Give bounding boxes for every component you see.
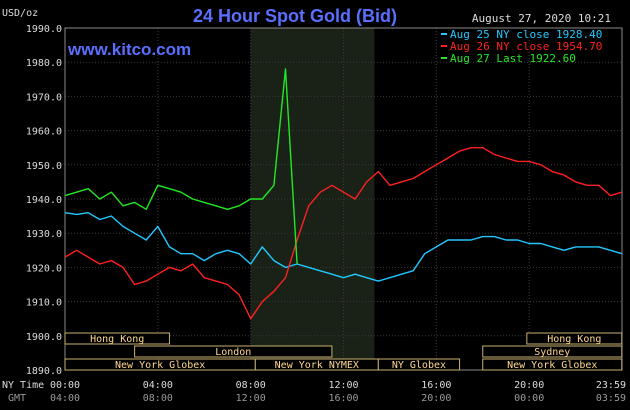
y-tick-label: 1980.0: [26, 58, 62, 69]
chart-title: 24 Hour Spot Gold (Bid): [193, 6, 397, 26]
y-tick-label: 1900.0: [26, 332, 62, 343]
legend-swatch: [441, 33, 447, 35]
y-tick-label: 1960.0: [26, 127, 62, 138]
x-tick-label-gmt: 16:00: [328, 393, 358, 404]
session-bar: [482, 358, 623, 371]
x-tick-label-ny: 16:00: [421, 380, 451, 391]
session-label: Sydney: [534, 347, 570, 358]
grid: [65, 27, 622, 371]
session-bar: [482, 345, 623, 358]
y-tick-label: 1920.0: [26, 263, 62, 274]
x-tick-label-ny: 08:00: [236, 380, 266, 391]
series-line: [64, 212, 623, 282]
session-bar: [64, 332, 170, 345]
y-tick-label: 1950.0: [26, 161, 62, 172]
x-tick-label-gmt: 03:59: [596, 393, 626, 404]
y-tick-label: 1970.0: [26, 92, 62, 103]
x-tz-label-ny: NY Time: [2, 380, 44, 391]
y-tick-label: 1890.0: [26, 366, 62, 377]
legend-entry: Aug 25 NY close 1928.40: [450, 28, 602, 41]
session-bar: [526, 332, 623, 345]
y-axis-label: USD/oz: [2, 8, 38, 19]
session-label: Hong Kong: [90, 334, 144, 345]
legend-entry: Aug 26 NY close 1954.70: [450, 40, 602, 53]
session-label: New York NYMEX: [275, 360, 359, 371]
series-lines: [64, 68, 623, 320]
legend-swatch: [441, 57, 447, 59]
session-bar: [377, 358, 461, 371]
x-tick-label-ny: 23:59: [596, 380, 626, 391]
session-label: NY Globex: [392, 360, 446, 371]
session-label: London: [215, 347, 251, 358]
session-label: New York Globex: [507, 360, 597, 371]
x-axis-ticks: 00:00 04:00 04:00 08:00 08:00 12:00 12:00 16:00…: [50, 380, 626, 404]
watermark-url: www.kitco.com: [67, 40, 191, 59]
series-line: [64, 68, 298, 265]
x-tick-label-gmt: 00:00: [514, 393, 544, 404]
x-tick-label-gmt: 08:00: [143, 393, 173, 404]
timestamp: August 27, 2020 10:21: [472, 12, 611, 25]
session-bar: [134, 345, 333, 358]
x-tick-label-gmt: 04:00: [50, 393, 80, 404]
market-sessions: Hong Kong Hong Kong Sydney London New York G…: [64, 332, 623, 371]
legend-entry: Aug 27 Last 1922.60: [450, 52, 576, 65]
session-label: Hong Kong: [547, 334, 601, 345]
legend-swatch: [441, 45, 447, 47]
y-axis-ticks: 1990.0 1980.0 1970.0 1960.0 1950.0 1940.0 1930…: [26, 24, 62, 377]
x-tick-label-ny: 20:00: [514, 380, 544, 391]
x-tick-label-ny: 00:00: [50, 380, 80, 391]
y-tick-label: 1940.0: [26, 195, 62, 206]
x-tick-label-gmt: 20:00: [421, 393, 451, 404]
y-tick-label: 1990.0: [26, 24, 62, 35]
y-tick-label: 1930.0: [26, 229, 62, 240]
x-tick-label-ny: 12:00: [328, 380, 358, 391]
series-line: [64, 147, 623, 320]
y-tick-label: 1910.0: [26, 298, 62, 309]
session-label: New York Globex: [115, 360, 205, 371]
x-tick-label-ny: 04:00: [143, 380, 173, 391]
x-tz-label-gmt: GMT: [8, 393, 26, 404]
x-tick-label-gmt: 12:00: [236, 393, 266, 404]
